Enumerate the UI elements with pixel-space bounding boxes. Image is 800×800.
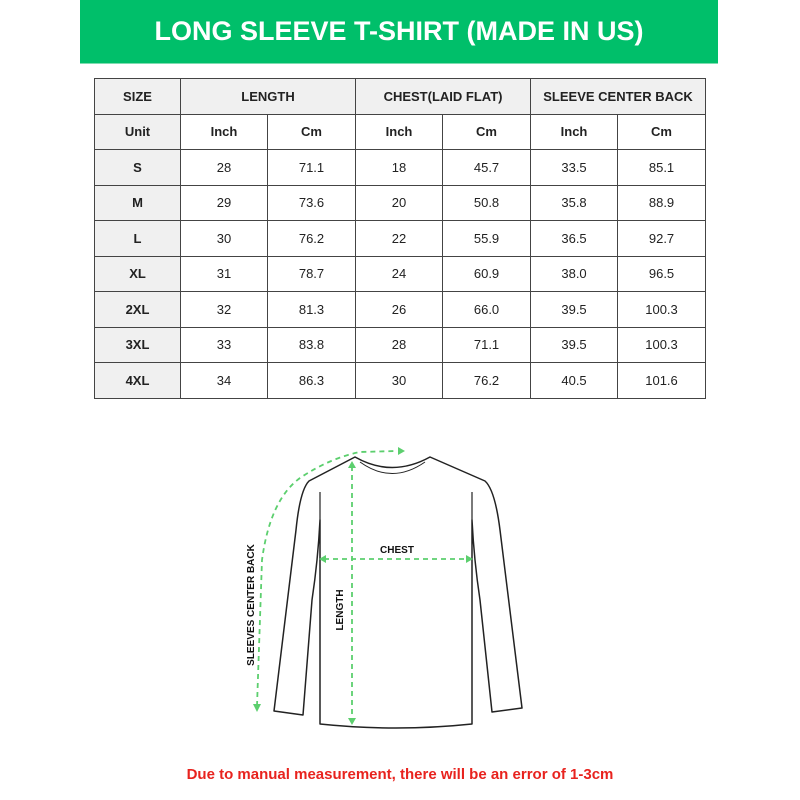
value-cell: 73.6 bbox=[266, 184, 357, 221]
measurement-arrows bbox=[256, 450, 468, 720]
title-banner: LONG SLEEVE T-SHIRT (MADE IN US) bbox=[80, 0, 718, 64]
table-row: 3XL 33 83.8 28 71.1 39.5 100.3 bbox=[94, 326, 707, 363]
value-cell: 31 bbox=[180, 255, 268, 292]
value-cell: 76.2 bbox=[266, 220, 357, 257]
unit-row: Unit Inch Cm Inch Cm Inch Cm bbox=[94, 113, 707, 150]
header-chest: CHEST(LAID FLAT) bbox=[355, 78, 532, 115]
table-row: XL 31 78.7 24 60.9 38.0 96.5 bbox=[94, 255, 707, 292]
size-cell: 4XL bbox=[94, 362, 181, 399]
value-cell: 45.7 bbox=[442, 149, 532, 186]
value-cell: 85.1 bbox=[617, 149, 707, 186]
unit-cell: Inch bbox=[530, 113, 619, 150]
unit-cell: Unit bbox=[94, 113, 181, 150]
value-cell: 18 bbox=[355, 149, 444, 186]
value-cell: 55.9 bbox=[442, 220, 532, 257]
value-cell: 39.5 bbox=[530, 291, 619, 328]
size-cell: L bbox=[94, 220, 181, 257]
value-cell: 24 bbox=[355, 255, 444, 292]
header-sleeve: SLEEVE CENTER BACK bbox=[530, 78, 707, 115]
table-row: S 28 71.1 18 45.7 33.5 85.1 bbox=[94, 149, 707, 186]
arrow-heads bbox=[253, 447, 473, 725]
header-length: LENGTH bbox=[179, 78, 357, 115]
value-cell: 39.5 bbox=[530, 326, 619, 363]
value-cell: 34 bbox=[180, 362, 268, 399]
value-cell: 86.3 bbox=[266, 362, 357, 399]
size-cell: M bbox=[94, 184, 181, 221]
sleeve-label: SLEEVES CENTER BACK bbox=[246, 543, 257, 665]
length-label: LENGTH bbox=[335, 589, 346, 630]
value-cell: 100.3 bbox=[617, 291, 707, 328]
value-cell: 29 bbox=[180, 184, 268, 221]
sleeve-arrow bbox=[256, 450, 397, 707]
unit-cell: Cm bbox=[266, 113, 357, 150]
size-chart-table: SIZE LENGTH CHEST(LAID FLAT) SLEEVE CENT… bbox=[94, 78, 707, 399]
chest-label: CHEST bbox=[380, 545, 414, 556]
unit-cell: Cm bbox=[617, 113, 707, 150]
size-cell: XL bbox=[94, 255, 181, 292]
page-title: LONG SLEEVE T-SHIRT (MADE IN US) bbox=[154, 16, 644, 46]
table-header-row: SIZE LENGTH CHEST(LAID FLAT) SLEEVE CENT… bbox=[94, 78, 707, 115]
size-cell: S bbox=[94, 149, 181, 186]
shirt-outline bbox=[273, 456, 523, 729]
value-cell: 50.8 bbox=[442, 184, 532, 221]
value-cell: 71.1 bbox=[266, 149, 357, 186]
measurement-note: Due to manual measurement, there will be… bbox=[186, 766, 614, 783]
value-cell: 36.5 bbox=[530, 220, 619, 257]
value-cell: 101.6 bbox=[617, 362, 707, 399]
value-cell: 88.9 bbox=[617, 184, 707, 221]
value-cell: 30 bbox=[180, 220, 268, 257]
value-cell: 96.5 bbox=[617, 255, 707, 292]
table-row: 4XL 34 86.3 30 76.2 40.5 101.6 bbox=[94, 362, 707, 399]
value-cell: 26 bbox=[355, 291, 444, 328]
value-cell: 100.3 bbox=[617, 326, 707, 363]
value-cell: 28 bbox=[180, 149, 268, 186]
value-cell: 83.8 bbox=[266, 326, 357, 363]
value-cell: 81.3 bbox=[266, 291, 357, 328]
table-row: 2XL 32 81.3 26 66.0 39.5 100.3 bbox=[94, 291, 707, 328]
value-cell: 30 bbox=[355, 362, 444, 399]
table-row: M 29 73.6 20 50.8 35.8 88.9 bbox=[94, 184, 707, 221]
